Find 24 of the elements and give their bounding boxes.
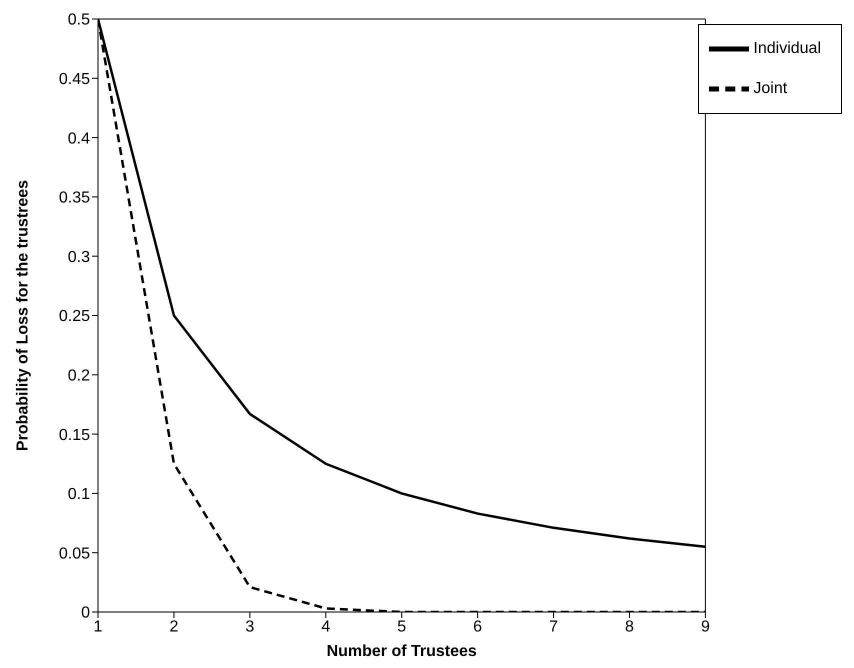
y-tick-label: 0.1: [68, 486, 90, 504]
x-axis-title: Number of Trustees: [326, 643, 477, 660]
y-axis-title: Probability of Loss for the trustrees: [14, 180, 32, 452]
y-tick-label: 0.5: [68, 12, 90, 29]
y-tick-label: 0.2: [68, 367, 90, 384]
legend-label: Joint: [753, 80, 788, 98]
x-tick-label: 8: [625, 618, 634, 636]
y-tick-label: 0: [81, 604, 90, 622]
x-tick-label: 4: [321, 618, 330, 636]
y-tick-label: 0.25: [58, 308, 90, 326]
y-tick-label: 0.4: [68, 130, 90, 148]
y-tick-label: 0.05: [58, 545, 90, 562]
x-tick-label: 6: [473, 618, 482, 636]
x-tick-label: 7: [549, 618, 558, 636]
y-tick-label: 0.45: [58, 70, 90, 88]
x-tick-label: 3: [245, 618, 254, 636]
x-tick-label: 9: [700, 618, 710, 636]
x-tick-label: 1: [94, 618, 103, 636]
x-tick-label: 5: [397, 618, 406, 636]
legend-label: Individual: [753, 40, 821, 58]
y-tick-label: 0.15: [58, 426, 90, 444]
y-tick-label: 0.35: [58, 190, 90, 207]
y-tick-label: 0.3: [68, 248, 90, 266]
x-tick-label: 2: [169, 618, 178, 636]
